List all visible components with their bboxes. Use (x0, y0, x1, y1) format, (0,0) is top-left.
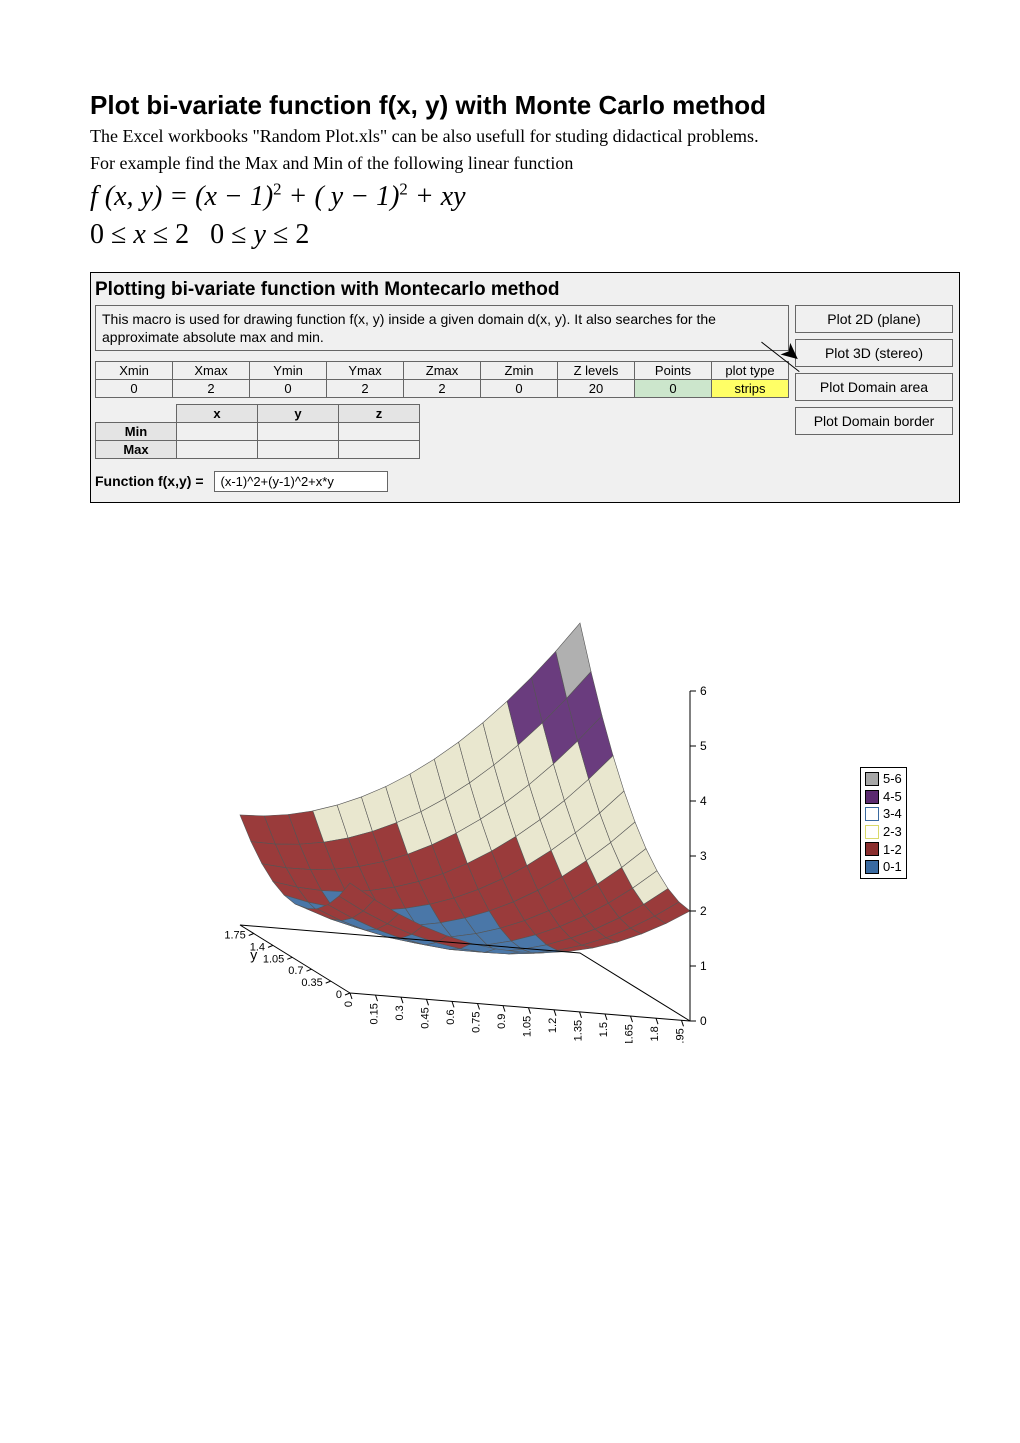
svg-text:1: 1 (700, 959, 707, 973)
hdr-zmin: Zmin (481, 361, 558, 379)
function-label: Function f(x,y) = (95, 473, 204, 489)
svg-text:1.05: 1.05 (522, 1016, 534, 1037)
surface-3d-chart: 0 1 2 3 4 5 6 0 0.15 0.3 0.45 0.6 0.75 0.9 1.05 1.2 1.35… (210, 563, 770, 1043)
val-plottype[interactable]: strips (712, 379, 789, 397)
col-z: z (339, 404, 420, 422)
svg-text:1.2: 1.2 (547, 1018, 559, 1033)
svg-text:1.65: 1.65 (624, 1024, 636, 1043)
col-y: y (258, 404, 339, 422)
min-z (339, 422, 420, 440)
hdr-zmax: Zmax (404, 361, 481, 379)
svg-text:1.95: 1.95 (675, 1028, 687, 1043)
svg-text:1.8: 1.8 (649, 1026, 661, 1041)
val-xmax[interactable]: 2 (173, 379, 250, 397)
svg-text:1.05: 1.05 (263, 953, 284, 965)
hdr-ymin: Ymin (250, 361, 327, 379)
legend-swatch (865, 807, 879, 821)
hdr-plottype: plot type (712, 361, 789, 379)
panel-title: Plotting bi-variate function with Montec… (95, 277, 953, 305)
legend-row: 5-6 (865, 770, 902, 788)
legend-label: 2-3 (883, 823, 902, 841)
minmax-table: x y z Min Max (95, 404, 420, 459)
legend-label: 0-1 (883, 858, 902, 876)
svg-text:0.35: 0.35 (301, 977, 322, 989)
intro-line-2: For example find the Max and Min of the … (90, 152, 960, 175)
plot-domain-area-button[interactable]: Plot Domain area (795, 373, 953, 401)
svg-text:4: 4 (700, 794, 707, 808)
chart-legend: 5-6 4-5 3-4 2-3 1-2 0-1 (860, 767, 907, 878)
svg-text:6: 6 (700, 684, 707, 698)
hdr-points: Points (635, 361, 712, 379)
svg-text:0.3: 0.3 (394, 1005, 406, 1020)
legend-swatch (865, 772, 879, 786)
svg-text:0.9: 0.9 (496, 1014, 508, 1029)
val-zmin[interactable]: 0 (481, 379, 558, 397)
hdr-zlevels: Z levels (558, 361, 635, 379)
svg-text:1.75: 1.75 (224, 929, 245, 941)
hdr-ymax: Ymax (327, 361, 404, 379)
legend-row: 1-2 (865, 841, 902, 859)
max-x (177, 440, 258, 458)
intro-line-1: The Excel workbooks "Random Plot.xls" ca… (90, 125, 960, 148)
svg-text:1.5: 1.5 (598, 1022, 610, 1037)
legend-row: 3-4 (865, 805, 902, 823)
legend-swatch (865, 842, 879, 856)
svg-text:0: 0 (700, 1014, 707, 1028)
legend-label: 4-5 (883, 788, 902, 806)
function-input[interactable] (214, 471, 388, 492)
val-zmax[interactable]: 2 (404, 379, 481, 397)
plot-3d-button[interactable]: Plot 3D (stereo) (795, 339, 953, 367)
val-xmin[interactable]: 0 (96, 379, 173, 397)
row-max: Max (96, 440, 177, 458)
legend-swatch (865, 790, 879, 804)
legend-swatch (865, 825, 879, 839)
legend-swatch (865, 860, 879, 874)
formula-fxy: f (x, y) = (x − 1)2 + ( y − 1)2 + xy (90, 178, 960, 216)
val-points[interactable]: 0 (635, 379, 712, 397)
hdr-xmax: Xmax (173, 361, 250, 379)
legend-row: 2-3 (865, 823, 902, 841)
svg-text:3: 3 (700, 849, 707, 863)
svg-text:2: 2 (700, 904, 707, 918)
svg-text:0.7: 0.7 (288, 965, 303, 977)
svg-text:y: y (250, 946, 257, 962)
legend-label: 5-6 (883, 770, 902, 788)
max-z (339, 440, 420, 458)
page-title: Plot bi-variate function f(x, y) with Mo… (90, 90, 960, 121)
svg-text:0: 0 (336, 989, 342, 1001)
val-zlevels[interactable]: 20 (558, 379, 635, 397)
val-ymax[interactable]: 2 (327, 379, 404, 397)
svg-text:0.15: 0.15 (369, 1003, 381, 1024)
legend-label: 3-4 (883, 805, 902, 823)
plot-2d-button[interactable]: Plot 2D (plane) (795, 305, 953, 333)
svg-text:0.6: 0.6 (445, 1009, 457, 1024)
svg-text:1.35: 1.35 (573, 1020, 585, 1041)
svg-text:0: 0 (343, 1001, 355, 1007)
svg-text:0.75: 0.75 (471, 1011, 483, 1032)
parameters-table: Xmin Xmax Ymin Ymax Zmax Zmin Z levels P… (95, 361, 789, 398)
legend-label: 1-2 (883, 841, 902, 859)
svg-text:0.45: 0.45 (420, 1007, 432, 1028)
svg-text:x: x (564, 1039, 571, 1043)
min-x (177, 422, 258, 440)
hdr-xmin: Xmin (96, 361, 173, 379)
min-y (258, 422, 339, 440)
legend-row: 4-5 (865, 788, 902, 806)
panel-description: This macro is used for drawing function … (95, 305, 789, 351)
col-x: x (177, 404, 258, 422)
legend-row: 0-1 (865, 858, 902, 876)
val-ymin[interactable]: 0 (250, 379, 327, 397)
formula-domain: 0 ≤ x ≤ 2 0 ≤ y ≤ 2 (90, 216, 960, 254)
max-y (258, 440, 339, 458)
plot-domain-border-button[interactable]: Plot Domain border (795, 407, 953, 435)
row-min: Min (96, 422, 177, 440)
montecarlo-panel: Plotting bi-variate function with Montec… (90, 272, 960, 503)
svg-text:5: 5 (700, 739, 707, 753)
